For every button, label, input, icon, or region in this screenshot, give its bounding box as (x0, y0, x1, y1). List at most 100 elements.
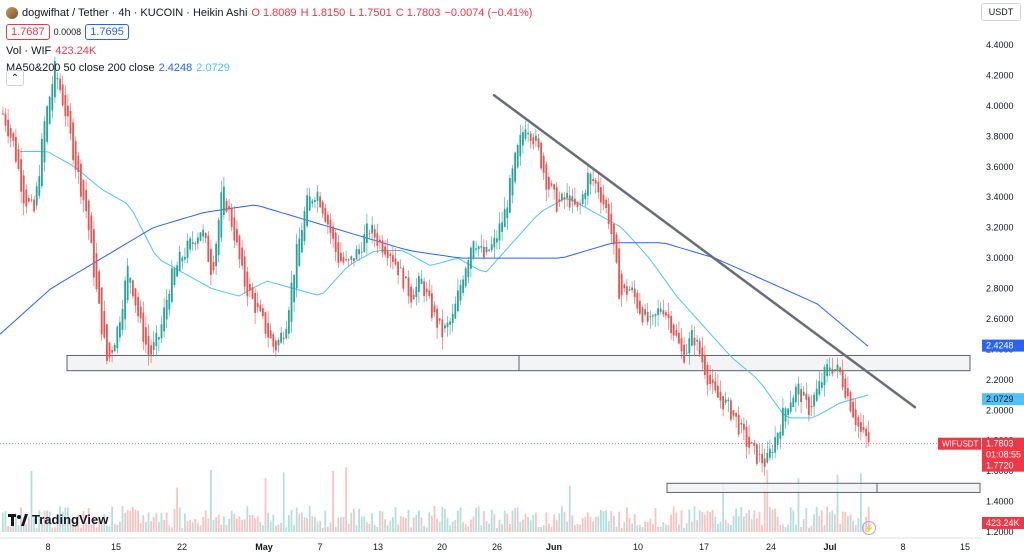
candle (298, 238, 301, 267)
volume-row[interactable]: Vol · WIF 423.24K (6, 42, 532, 59)
candle (412, 294, 415, 300)
candle (399, 267, 402, 269)
candle (743, 423, 745, 430)
volume-bar (696, 520, 698, 532)
candle (823, 367, 826, 386)
candle (672, 324, 675, 336)
volume-bar (672, 506, 675, 532)
candle (633, 288, 636, 298)
volume-bar (639, 525, 641, 532)
volume-bar (462, 522, 464, 532)
tradingview-logo[interactable]: TradingView (8, 512, 108, 527)
volume-bar (61, 511, 64, 532)
ma50-price-label-text: 2.4248 (986, 341, 1014, 351)
candle (337, 242, 340, 264)
sell-button[interactable]: 1.7687 (6, 23, 50, 40)
candle (72, 122, 74, 161)
candle (168, 293, 171, 310)
volume-bar (496, 527, 498, 532)
volume-price-label: 423.24K (982, 517, 1024, 529)
volume-bar (150, 521, 152, 532)
candle (17, 149, 20, 170)
time-tick-label: 8 (900, 542, 905, 552)
volume-bar (587, 512, 589, 532)
volume-bar (254, 518, 256, 532)
volume-bar (618, 511, 620, 532)
volume-bar (405, 517, 407, 532)
candle (256, 302, 259, 308)
candle (204, 233, 207, 239)
volume-bar (854, 524, 857, 532)
candle (386, 250, 389, 258)
volume-bar (683, 527, 685, 532)
candle (124, 280, 126, 320)
lightning-icon[interactable]: ⚡ (862, 521, 876, 535)
volume-bar (831, 510, 834, 532)
volume-bar (607, 520, 610, 532)
candle (423, 281, 425, 297)
ma50-line (20, 151, 869, 419)
volume-bar (189, 519, 191, 532)
volume-bar (548, 523, 550, 532)
volume-bar (522, 519, 524, 532)
ma-row[interactable]: MA50&200 50 close 200 close 2.4248 2.072… (6, 59, 532, 76)
candle (454, 303, 457, 319)
candle (839, 367, 841, 373)
volume-bar (610, 511, 613, 532)
volume-bar (693, 506, 696, 532)
volume-bar (730, 525, 732, 532)
volume-bar (449, 525, 451, 532)
volume-bar (717, 523, 719, 532)
candle (171, 268, 173, 302)
currency-button[interactable]: USDT (981, 3, 1021, 21)
volume-bar (311, 516, 314, 532)
candle (696, 339, 698, 342)
volume-bar (28, 517, 30, 532)
volume-bar (259, 521, 262, 532)
volume-bar (711, 509, 714, 532)
candle (233, 217, 236, 241)
volume-bar (197, 523, 199, 532)
candle (301, 230, 303, 253)
volume-bar (87, 507, 90, 532)
volume-bar (763, 487, 766, 532)
candle (509, 177, 511, 213)
candle (519, 134, 522, 157)
candle (35, 186, 38, 206)
volume-bar (272, 514, 275, 532)
candle (438, 318, 441, 321)
volume-bar (769, 506, 771, 532)
candle (402, 267, 405, 289)
volume-bar (80, 527, 82, 532)
candle (779, 431, 782, 439)
buy-button[interactable]: 1.7695 (85, 23, 129, 40)
volume-bar (217, 514, 220, 532)
candle (711, 379, 714, 384)
ma200-price-label-text: 2.0729 (986, 394, 1014, 404)
collapse-legend-button[interactable]: ⌃ (6, 70, 24, 86)
candle (844, 378, 847, 398)
candle (108, 342, 111, 358)
candle (347, 259, 350, 261)
volume-bar (464, 524, 467, 532)
volume-bar (836, 474, 839, 532)
volume-bar (202, 516, 204, 532)
high-value: H 1.8150 (300, 6, 346, 19)
volume-bar (581, 518, 584, 532)
symbol-title[interactable]: dogwifhat / Tether · 4h · KUCOIN · Heiki… (22, 6, 248, 19)
candle (303, 210, 306, 242)
time-tick-label: 26 (492, 542, 502, 552)
volume-bar (360, 516, 363, 532)
volume-bar (319, 521, 321, 532)
candle (732, 410, 735, 416)
volume-bar (347, 523, 350, 532)
volume-bar (441, 507, 444, 532)
volume-bar (737, 516, 740, 532)
candle (641, 307, 644, 323)
volume-bar (72, 525, 74, 532)
spread-value: 0.0008 (53, 26, 82, 37)
candle (545, 164, 548, 190)
candle (652, 315, 654, 317)
